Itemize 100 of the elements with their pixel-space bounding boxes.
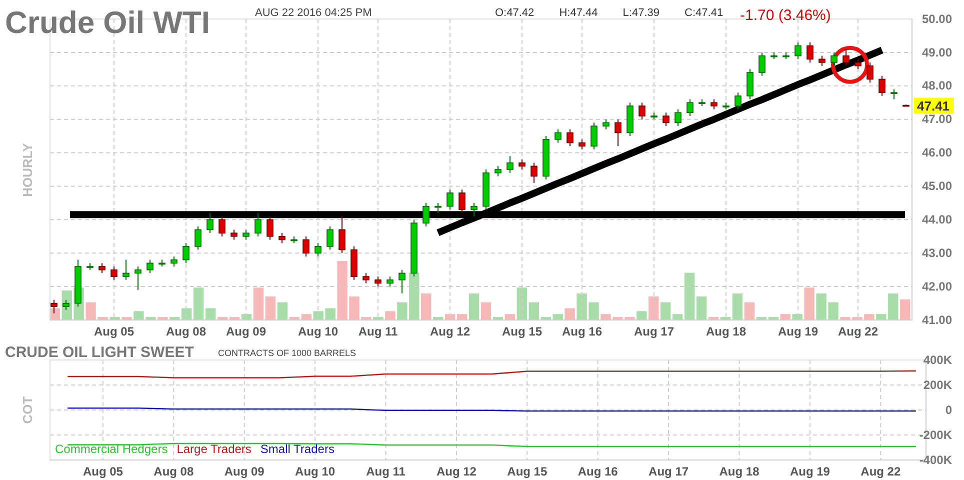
bar (516, 288, 527, 320)
candlestick (494, 166, 502, 177)
x-tick-label: Aug 10 (298, 324, 338, 339)
candlestick (110, 266, 118, 280)
y-tick-label: 49.00 (922, 45, 952, 60)
candlestick (566, 128, 574, 147)
x-tick-label: Aug 05 (82, 464, 124, 479)
candlestick (806, 42, 814, 63)
candlestick (386, 276, 394, 288)
bar (792, 314, 802, 320)
y-tick-label: 44.00 (922, 212, 952, 227)
candlestick (374, 276, 382, 288)
candlestick (182, 242, 190, 264)
bar (253, 288, 264, 320)
x-tick-label: Aug 09 (224, 464, 265, 479)
bar (696, 296, 707, 320)
bar (528, 302, 539, 320)
x-tick-label: Aug 15 (507, 464, 548, 479)
chart-subtitle: CONTRACTS OF 1000 BARRELS (218, 348, 356, 358)
x-tick-label: Aug 18 (719, 464, 760, 479)
candlestick (242, 229, 250, 240)
candlestick (314, 242, 322, 257)
candlestick (830, 52, 838, 66)
x-tick-label: Aug 08 (166, 324, 206, 339)
x-tick-label: Aug 22 (838, 324, 878, 339)
x-tick-label: Aug 16 (562, 324, 602, 339)
x-tick-label: Aug 16 (578, 464, 618, 479)
x-tick-label: Aug 17 (634, 324, 674, 339)
candlestick (362, 272, 370, 284)
candlestick (530, 162, 538, 184)
line-series (66, 370, 917, 378)
x-tick-label: Aug 22 (860, 464, 901, 479)
candlestick (458, 189, 466, 214)
bar (648, 296, 659, 320)
bar (182, 308, 192, 320)
bar (684, 272, 695, 320)
y-tick-label: 46.00 (922, 146, 952, 160)
bar (744, 302, 755, 320)
candlestick (578, 138, 586, 150)
y-tick-label: 48.00 (922, 78, 952, 93)
bar (193, 288, 204, 320)
text: Small Traders (260, 442, 334, 456)
y-tick-label: 43.00 (922, 246, 952, 260)
y-tick-label: 42.00 (922, 279, 952, 294)
x-tick-label: Aug 11 (366, 464, 406, 479)
x-tick-label: Aug 19 (778, 324, 818, 339)
candlestick (338, 216, 346, 254)
candlestick (758, 52, 766, 76)
candlestick (710, 98, 718, 110)
candlestick (218, 216, 226, 237)
y-tick-label: 47.00 (922, 112, 952, 126)
x-tick-label: Aug 12 (436, 464, 477, 479)
bar (421, 293, 432, 320)
candlestick (170, 256, 178, 267)
candlestick (122, 259, 130, 280)
candlestick (842, 48, 850, 66)
y-tick-label: 0 (945, 402, 952, 417)
annotation: 47.41 (917, 98, 950, 114)
candlestick (446, 189, 454, 210)
candlestick (794, 42, 802, 60)
x-tick-label: Aug 12 (430, 324, 470, 339)
candlestick (746, 68, 754, 100)
text: O:47.42 H:47.44 L:47.39 C:47.41 (495, 7, 724, 19)
candlestick (518, 158, 526, 170)
candlestick (878, 75, 886, 96)
candlestick (422, 202, 430, 227)
candlestick (146, 259, 154, 274)
y-axis-title: COT (20, 396, 35, 424)
x-tick-label: Aug 17 (648, 464, 689, 479)
chart-subtitle: AUG 22 2016 04:25 PM (255, 7, 372, 19)
candlestick (890, 88, 898, 100)
y-tick-label: 45.00 (922, 179, 952, 194)
candlestick (206, 212, 214, 234)
x-tick-label: Aug 09 (226, 324, 266, 339)
candlestick (62, 299, 70, 310)
candlestick (674, 108, 682, 127)
x-tick-label: Aug 05 (94, 324, 134, 339)
bar (265, 296, 276, 320)
y-tick-label: -200K (919, 428, 952, 442)
bar (277, 302, 288, 320)
candlestick (614, 118, 622, 147)
x-tick-label: Aug 18 (706, 324, 746, 339)
bar (900, 299, 910, 320)
candlestick (134, 266, 142, 290)
x-tick-label: Aug 10 (295, 464, 336, 479)
bar (564, 308, 575, 320)
y-tick-label: 50.00 (922, 12, 952, 26)
bar (385, 311, 396, 320)
candlestick (866, 62, 874, 84)
candlestick (854, 58, 862, 70)
y-tick-label: 41.00 (922, 312, 952, 327)
candlestick (98, 262, 106, 274)
candlestick (254, 212, 262, 237)
candlestick (554, 128, 562, 144)
candlestick (590, 122, 598, 150)
bar (660, 302, 671, 320)
series-label: Commercial Hedgers (55, 442, 168, 456)
candlestick (638, 102, 646, 120)
candlestick (326, 226, 334, 250)
candlestick (506, 156, 514, 174)
